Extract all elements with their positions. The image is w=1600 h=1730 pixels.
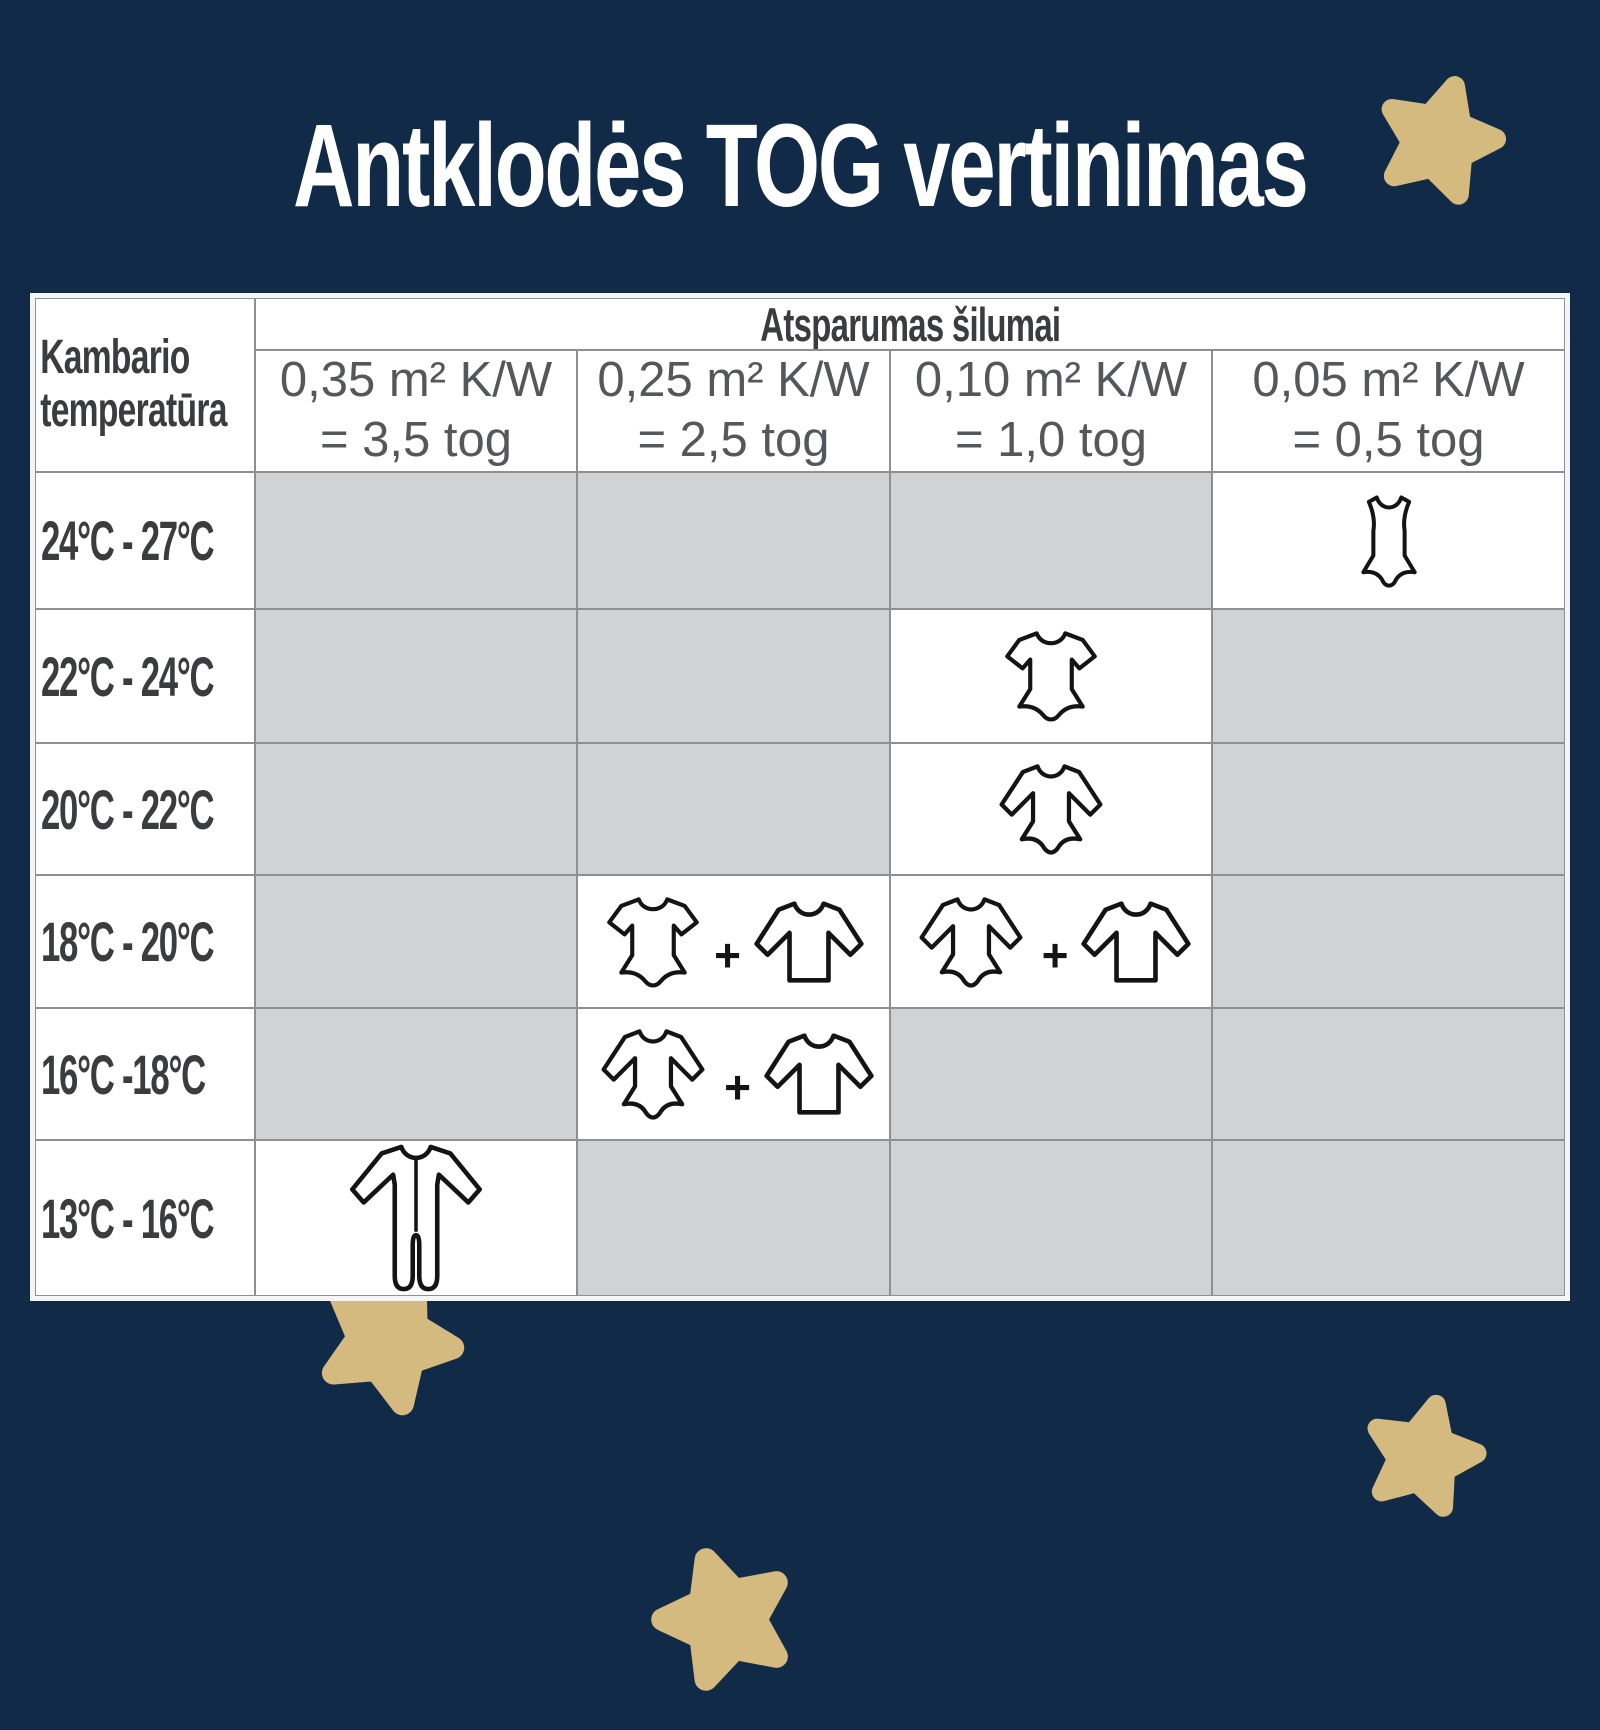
cell-r2-c3-garments [890,609,1212,743]
row-label-5: 16°C -18°C [35,1008,255,1140]
page-title: Antklodės TOG vertinimas [0,98,1600,234]
column-header-3-value: 0,10 m² K/W [914,353,1188,408]
cell-r6-c4-empty [1212,1140,1565,1296]
corner-header-line2: temperatūra [40,384,227,437]
row-label-4: 18°C - 20°C [35,875,255,1008]
cell-r3-c1-empty [255,743,577,875]
long-sleeve-bodysuit-icon [910,896,1032,988]
column-header-3-tog: = 1,0 tog [954,413,1148,467]
column-header-1-value: 0,35 m² K/W [279,353,553,408]
sleeveless-bodysuit-icon [1359,493,1419,589]
short-sleeve-bodysuit-icon [1000,629,1102,723]
cell-r2-c4-empty [1212,609,1565,743]
page-title-text: Antklodės TOG vertinimas [293,100,1309,232]
cell-r2-c2-empty [577,609,890,743]
cell-r6-c3-empty [890,1140,1212,1296]
group-header-text: Atsparumas šilumai [759,298,1061,350]
long-sleeve-bodysuit-icon [990,763,1112,855]
corner-header-line1: Kambario [40,331,190,385]
corner-header-text: Kambario temperatūra [36,331,227,438]
column-header-1: 0,35 m² K/W = 3,5 tog [255,350,577,472]
cell-r6-c1-garments [255,1140,577,1296]
column-header-2-value: 0,25 m² K/W [597,353,870,408]
row-label-text: 13°C - 16°C [40,1186,215,1250]
cell-r4-c4-empty [1212,875,1565,1008]
cell-r1-c3-empty [890,472,1212,609]
cell-r1-c2-empty [577,472,890,609]
long-sleeve-shirt-icon [753,900,865,984]
plus-sign: + [724,1061,751,1113]
long-sleeve-shirt-icon [763,1032,875,1116]
row-label-text: 18°C - 20°C [40,910,215,973]
column-header-3: 0,10 m² K/W = 1,0 tog [890,350,1212,472]
cell-r2-c1-empty [255,609,577,743]
tog-table-grid: Kambario temperatūra Atsparumas šilumai … [35,298,1565,1296]
tog-table: Kambario temperatūra Atsparumas šilumai … [30,293,1570,1301]
column-header-2-tog: = 2,5 tog [637,413,830,467]
cell-r4-c1-empty [255,875,577,1008]
row-label-text: 20°C - 22°C [40,777,215,841]
column-header-4-value: 0,05 m² K/W [1252,353,1525,408]
row-label-2: 22°C - 24°C [35,609,255,743]
corner-header: Kambario temperatūra [35,298,255,472]
row-label-3: 20°C - 22°C [35,743,255,875]
cell-r4-c2-garments: + [577,875,890,1008]
group-header: Atsparumas šilumai [255,298,1565,350]
row-label-1: 24°C - 27°C [35,472,255,609]
cell-r6-c2-empty [577,1140,890,1296]
column-header-2: 0,25 m² K/W = 2,5 tog [577,350,890,472]
sleepsuit-icon [340,1142,492,1294]
star-bottom-right-icon [1332,1366,1514,1548]
cell-r3-c4-empty [1212,743,1565,875]
row-label-text: 24°C - 27°C [40,509,215,572]
short-sleeve-bodysuit-icon [602,895,704,989]
cell-r5-c2-garments: + [577,1008,890,1140]
cell-r4-c3-garments: + [890,875,1212,1008]
row-label-6: 13°C - 16°C [35,1140,255,1296]
column-header-4-tog: = 0,5 tog [1292,413,1485,467]
cell-r5-c3-empty [890,1008,1212,1140]
cell-r1-c1-empty [255,472,577,609]
long-sleeve-bodysuit-icon [592,1028,714,1120]
cell-r1-c4-garments [1212,472,1565,609]
cell-r5-c4-empty [1212,1008,1565,1140]
cell-r3-c2-empty [577,743,890,875]
row-label-text: 22°C - 24°C [40,644,215,708]
row-label-text: 16°C -18°C [40,1042,206,1106]
plus-sign: + [714,928,741,981]
plus-sign: + [1041,928,1069,981]
page-background: { "chart_data": { "type": "table", "titl… [0,61,1600,1600]
cell-r5-c1-empty [255,1008,577,1140]
star-bottom-center-icon [615,1509,836,1730]
long-sleeve-shirt-icon [1080,900,1192,984]
cell-r3-c3-garments [890,743,1212,875]
column-header-4: 0,05 m² K/W = 0,5 tog [1212,350,1565,472]
column-header-1-tog: = 3,5 tog [319,413,513,467]
